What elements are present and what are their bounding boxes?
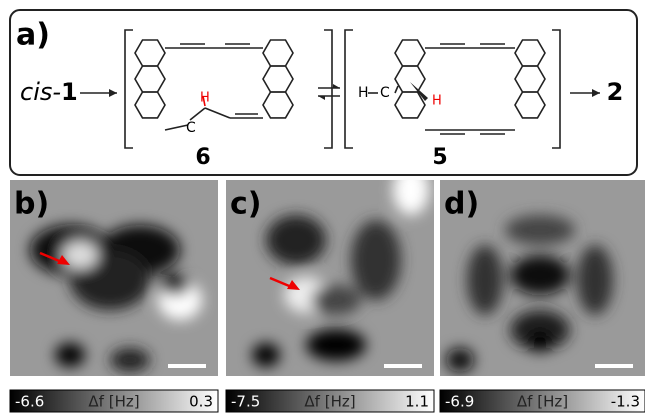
feature — [110, 348, 150, 372]
colorbar-min: -6.9 — [445, 393, 474, 411]
panel-label: b) — [14, 187, 49, 222]
feature — [160, 275, 190, 295]
figure: a) cis-1 6 5 2 C H H C H b) -6.6 Δf [Hz] 0.… — [0, 0, 645, 415]
panel-label: a) — [16, 18, 50, 53]
product: 2 — [607, 78, 624, 106]
feature — [446, 348, 474, 372]
feature — [252, 343, 280, 367]
feature — [505, 215, 575, 245]
feature — [526, 328, 554, 352]
feature — [351, 220, 401, 300]
feature — [266, 215, 326, 265]
colorbar-unit: Δf [Hz] — [304, 393, 355, 411]
atom: H — [432, 94, 442, 109]
colorbar-max: 0.3 — [189, 393, 213, 411]
feature — [55, 343, 85, 367]
feature — [510, 255, 570, 295]
colorbar-max: -1.3 — [611, 393, 640, 411]
colorbar-min: -6.6 — [15, 393, 44, 411]
colorbar-unit: Δf [Hz] — [88, 393, 139, 411]
feature — [306, 329, 366, 361]
colorbar-unit: Δf [Hz] — [517, 393, 568, 411]
feature — [577, 245, 613, 315]
feature — [311, 285, 361, 315]
reactant: cis-1 — [20, 78, 78, 106]
compound-number: 5 — [432, 145, 447, 170]
panel-label: c) — [230, 187, 262, 222]
atom: H — [358, 85, 369, 101]
atom: C — [380, 85, 390, 101]
feature — [467, 245, 503, 315]
colorbar-min: -7.5 — [231, 393, 260, 411]
atom: H — [200, 91, 210, 106]
atom: C — [186, 120, 196, 136]
colorbar-max: 1.1 — [405, 393, 429, 411]
panel-label: d) — [444, 187, 479, 222]
compound-number: 6 — [195, 145, 210, 170]
